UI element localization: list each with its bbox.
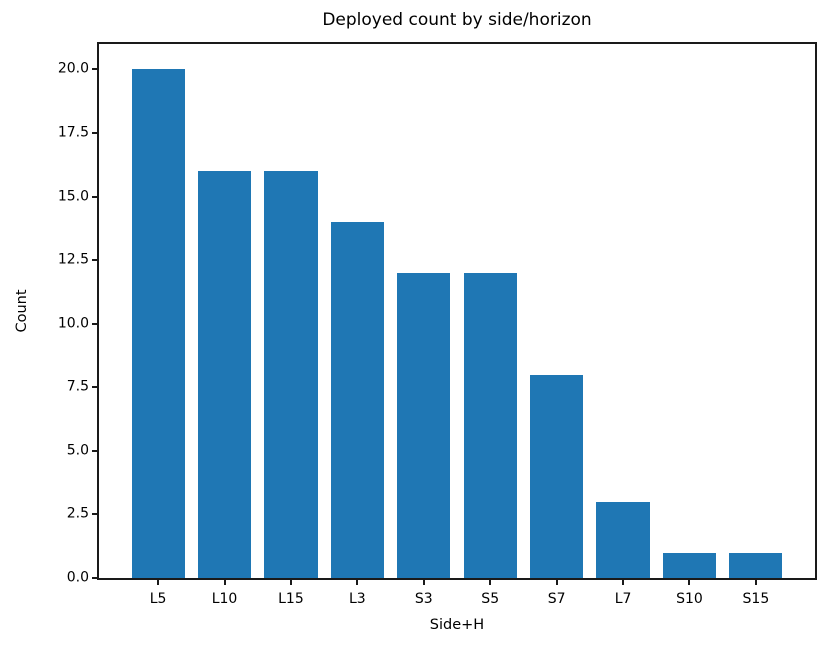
y-tick-label: 10.0	[57, 315, 89, 332]
x-tick	[622, 580, 625, 585]
y-tick-label: 0.0	[66, 569, 89, 586]
bar-S15	[729, 552, 783, 578]
x-tick	[422, 580, 425, 585]
x-tick	[289, 580, 292, 585]
bar-L3	[330, 222, 384, 578]
x-tick	[754, 580, 757, 585]
x-tick-label: L5	[149, 591, 167, 607]
y-tick	[92, 513, 97, 516]
y-tick-label: 7.5	[66, 378, 89, 395]
y-tick-label: 15.0	[57, 188, 89, 205]
bar-L15	[264, 171, 318, 578]
y-tick	[92, 132, 97, 134]
x-tick-label: S5	[481, 591, 500, 607]
bar-L5	[131, 69, 185, 578]
x-tick	[555, 580, 558, 585]
y-tick-label: 17.5	[57, 124, 89, 141]
y-tick	[92, 322, 97, 325]
y-tick	[92, 68, 97, 71]
x-tick	[223, 580, 226, 585]
y-tick	[92, 577, 97, 579]
bar-S7	[530, 374, 584, 578]
y-axis-label: Count	[14, 289, 30, 333]
bar-L10	[197, 171, 252, 578]
y-tick-label: 20.0	[57, 60, 89, 77]
x-tick-label: L3	[349, 591, 366, 607]
bar-L7	[596, 501, 650, 578]
x-tick	[489, 580, 492, 585]
x-axis-label: Side+H	[429, 617, 485, 633]
y-tick	[92, 449, 97, 452]
y-tick-label: 12.5	[57, 251, 89, 268]
y-tick-label: 5.0	[66, 442, 89, 459]
y-tick	[92, 195, 97, 198]
y-tick-label: 2.5	[66, 505, 89, 522]
x-tick	[688, 580, 691, 585]
x-tick-label: L10	[211, 591, 238, 607]
x-tick-label: L15	[278, 591, 304, 607]
bar-S5	[463, 272, 517, 578]
bar-S3	[397, 272, 451, 578]
bar-S10	[662, 552, 717, 578]
plot-area: L5 L10 L15 L3 S3 S5 S7 L7 S10 S15 0.0 2.5 5.0 7.5 10.0…	[58, 42, 817, 607]
chart-title: Deployed count by side/horizon	[322, 10, 592, 30]
x-tick-label: S3	[414, 591, 433, 607]
x-tick	[157, 580, 160, 585]
x-tick-label: S7	[547, 591, 566, 607]
x-tick-label: L7	[614, 591, 632, 607]
x-tick-label: S15	[742, 591, 770, 607]
x-tick-label: S10	[676, 591, 703, 607]
y-tick	[92, 386, 97, 389]
y-tick	[92, 259, 97, 262]
x-tick	[356, 580, 359, 585]
